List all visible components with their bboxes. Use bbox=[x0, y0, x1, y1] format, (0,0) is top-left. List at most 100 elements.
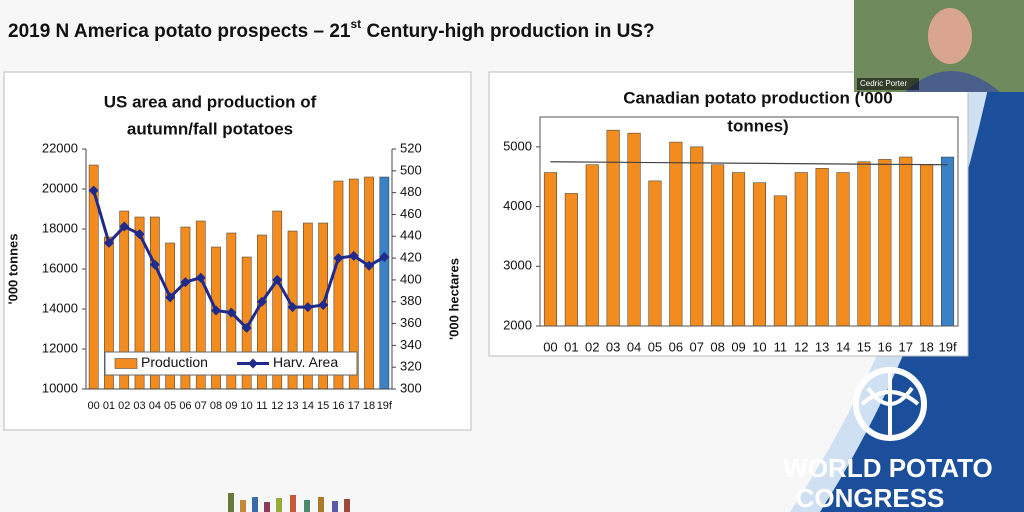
x-tick-label: 08 bbox=[710, 339, 724, 354]
y-tick-label: 22000 bbox=[42, 140, 78, 155]
x-tick-label: 11 bbox=[774, 339, 788, 354]
decoration bbox=[318, 497, 324, 512]
line-marker bbox=[119, 221, 130, 232]
legend-swatch bbox=[114, 358, 138, 369]
x-tick-label: 01 bbox=[564, 339, 578, 354]
decoration bbox=[344, 499, 350, 512]
y-tick-label: 20000 bbox=[42, 180, 78, 195]
y-tick-label: 14000 bbox=[42, 300, 78, 315]
bar bbox=[648, 180, 662, 327]
x-tick-label: 10 bbox=[241, 400, 253, 412]
decoration bbox=[304, 500, 310, 512]
bar bbox=[794, 172, 808, 327]
decoration bbox=[252, 497, 258, 512]
speaker-name: Cedric Porter bbox=[860, 79, 907, 88]
logo-text: CONGRESS bbox=[796, 483, 945, 512]
bar bbox=[857, 161, 871, 327]
x-tick-label: 06 bbox=[669, 339, 683, 354]
line-marker bbox=[134, 229, 145, 240]
legend-box bbox=[104, 351, 358, 376]
bar bbox=[379, 176, 390, 390]
name-tag bbox=[857, 78, 919, 90]
legend-marker bbox=[248, 358, 258, 369]
x-tick-label: 04 bbox=[149, 400, 161, 412]
x-tick-label: 19f bbox=[377, 400, 393, 412]
x-tick-label: 16 bbox=[332, 400, 344, 412]
y2-tick-label: 300 bbox=[400, 380, 422, 395]
y2-tick-label: 520 bbox=[400, 140, 422, 155]
y-tick-label: 10000 bbox=[42, 380, 78, 395]
y-tick-label: 18000 bbox=[42, 220, 78, 235]
y2-tick-label: 480 bbox=[400, 184, 422, 199]
x-tick-label: 07 bbox=[195, 400, 207, 412]
x-tick-label: 11 bbox=[256, 400, 267, 412]
x-tick-label: 03 bbox=[606, 339, 620, 354]
chart-title: US area and production of bbox=[104, 92, 317, 111]
line-marker bbox=[379, 252, 390, 262]
x-tick-label: 05 bbox=[648, 339, 662, 354]
bar bbox=[752, 182, 766, 327]
x-tick-label: 14 bbox=[836, 339, 850, 354]
chart-title: autumn/fall potatoes bbox=[127, 119, 293, 138]
x-tick-label: 15 bbox=[857, 339, 871, 354]
bar bbox=[564, 193, 578, 327]
y-tick-label: 4000 bbox=[503, 198, 532, 213]
x-tick-label: 13 bbox=[815, 339, 829, 354]
trend-line bbox=[550, 161, 948, 166]
logo: WORLD POTATO CONGRESS bbox=[783, 367, 993, 512]
bar bbox=[690, 146, 704, 327]
chart-title: tonnes) bbox=[727, 116, 788, 135]
y2-tick-label: 440 bbox=[400, 228, 422, 243]
bar bbox=[773, 195, 787, 327]
speaker-shirt bbox=[905, 71, 1000, 92]
x-tick-label: 06 bbox=[179, 400, 191, 412]
y-tick-label: 3000 bbox=[503, 258, 532, 273]
line-marker bbox=[318, 300, 329, 310]
y-tick-label: 2000 bbox=[503, 317, 532, 332]
x-tick-label: 16 bbox=[878, 339, 892, 354]
x-tick-label: 10 bbox=[752, 339, 766, 354]
x-tick-label: 02 bbox=[118, 400, 130, 412]
line-marker bbox=[302, 302, 313, 313]
x-tick-label: 08 bbox=[210, 400, 222, 412]
video-thumbnail: Cedric Porter bbox=[854, 0, 1024, 92]
bar bbox=[732, 172, 746, 327]
bar bbox=[711, 164, 725, 327]
x-tick-label: 18 bbox=[919, 339, 933, 354]
x-tick-label: 18 bbox=[363, 400, 375, 412]
x-tick-label: 13 bbox=[286, 400, 298, 412]
y2-tick-label: 420 bbox=[400, 250, 422, 265]
legend-label: Harv. Area bbox=[273, 354, 338, 370]
line-marker bbox=[211, 305, 222, 316]
line-marker bbox=[103, 237, 114, 248]
line-marker bbox=[88, 185, 99, 196]
x-tick-label: 12 bbox=[794, 339, 808, 354]
chart-panel bbox=[488, 71, 969, 357]
x-tick-label: 00 bbox=[543, 339, 557, 354]
line-series bbox=[92, 190, 386, 331]
ribbon-dark bbox=[820, 0, 1024, 512]
y2-tick-label: 340 bbox=[400, 337, 422, 352]
y2-tick-label: 460 bbox=[400, 206, 422, 221]
line-marker bbox=[333, 253, 344, 264]
x-tick-label: 09 bbox=[225, 400, 237, 412]
x-tick-label: 07 bbox=[690, 339, 704, 354]
line-marker bbox=[364, 260, 375, 271]
x-tick-label: 03 bbox=[133, 400, 145, 412]
bar bbox=[364, 176, 374, 390]
x-tick-label: 02 bbox=[585, 339, 599, 354]
logo-lines bbox=[860, 370, 920, 438]
x-tick-label: 05 bbox=[164, 400, 176, 412]
line-marker bbox=[287, 302, 298, 313]
line-marker bbox=[226, 307, 237, 318]
bar bbox=[899, 156, 913, 327]
y2-tick-label: 380 bbox=[400, 293, 422, 308]
y-axis-label: '000 tonnes bbox=[5, 233, 20, 304]
line-marker bbox=[272, 274, 283, 285]
bar bbox=[606, 129, 620, 327]
x-tick-label: 00 bbox=[88, 400, 100, 412]
legend-label: Production bbox=[141, 354, 208, 370]
decoration-bars bbox=[228, 493, 350, 512]
bar bbox=[669, 141, 683, 327]
x-tick-label: 04 bbox=[627, 339, 641, 354]
